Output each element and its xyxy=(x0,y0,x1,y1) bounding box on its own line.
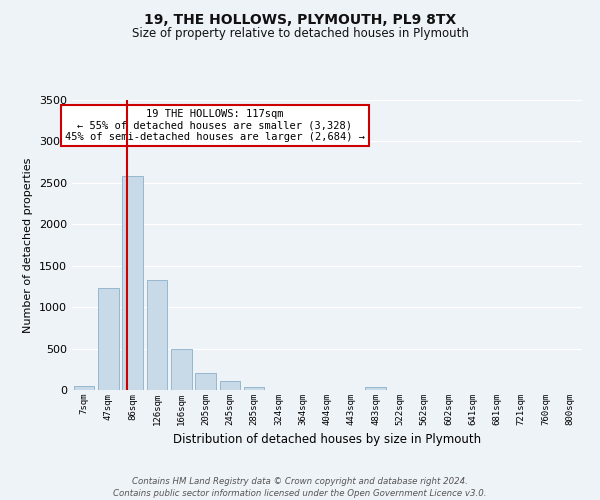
Text: Size of property relative to detached houses in Plymouth: Size of property relative to detached ho… xyxy=(131,28,469,40)
Bar xyxy=(244,386,265,390)
Text: 19, THE HOLLOWS, PLYMOUTH, PL9 8TX: 19, THE HOLLOWS, PLYMOUTH, PL9 8TX xyxy=(144,12,456,26)
Text: Contains HM Land Registry data © Crown copyright and database right 2024.
Contai: Contains HM Land Registry data © Crown c… xyxy=(113,476,487,498)
Bar xyxy=(74,386,94,390)
Bar xyxy=(98,288,119,390)
Bar xyxy=(195,374,216,390)
Bar xyxy=(220,382,240,390)
Bar xyxy=(171,348,191,390)
Y-axis label: Number of detached properties: Number of detached properties xyxy=(23,158,34,332)
Bar xyxy=(146,280,167,390)
X-axis label: Distribution of detached houses by size in Plymouth: Distribution of detached houses by size … xyxy=(173,434,481,446)
Bar xyxy=(365,386,386,390)
Text: 19 THE HOLLOWS: 117sqm
← 55% of detached houses are smaller (3,328)
45% of semi-: 19 THE HOLLOWS: 117sqm ← 55% of detached… xyxy=(65,108,365,142)
Bar xyxy=(122,176,143,390)
